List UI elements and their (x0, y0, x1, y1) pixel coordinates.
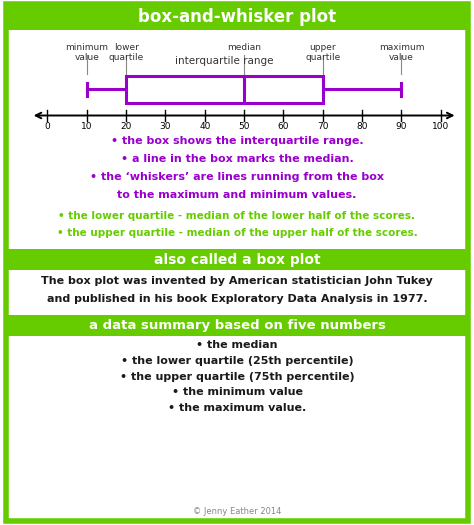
Bar (6, 249, 468, 270)
Text: • a line in the box marks the median.: • a line in the box marks the median. (120, 154, 354, 164)
Text: 50: 50 (238, 122, 250, 131)
Text: • the maximum value.: • the maximum value. (168, 403, 306, 413)
Text: and published in his book Exploratory Data Analysis in 1977.: and published in his book Exploratory Da… (46, 294, 428, 304)
Text: box-and-whisker plot: box-and-whisker plot (138, 8, 336, 26)
Text: • the box shows the interquartile range.: • the box shows the interquartile range. (111, 136, 363, 146)
Text: 100: 100 (432, 122, 449, 131)
Text: 0: 0 (45, 122, 50, 131)
Text: • the median: • the median (196, 340, 278, 350)
Text: minimum
value: minimum value (65, 43, 108, 62)
Text: 40: 40 (199, 122, 210, 131)
Text: also called a box plot: also called a box plot (154, 253, 320, 267)
Text: to the maximum and minimum values.: to the maximum and minimum values. (117, 190, 357, 200)
Text: 90: 90 (396, 122, 407, 131)
Text: • the lower quartile (25th percentile): • the lower quartile (25th percentile) (121, 356, 353, 366)
Text: lower
quartile: lower quartile (109, 43, 144, 62)
Text: 20: 20 (120, 122, 132, 131)
Text: 60: 60 (278, 122, 289, 131)
Text: • the upper quartile (75th percentile): • the upper quartile (75th percentile) (120, 372, 354, 382)
Text: a data summary based on five numbers: a data summary based on five numbers (89, 319, 385, 332)
Text: • the minimum value: • the minimum value (172, 387, 302, 397)
Text: 30: 30 (160, 122, 171, 131)
Text: 80: 80 (356, 122, 368, 131)
Text: • the ‘whiskers’ are lines running from the box: • the ‘whiskers’ are lines running from … (90, 172, 384, 182)
Text: © Jenny Eather 2014: © Jenny Eather 2014 (193, 507, 281, 516)
Bar (6, 3, 468, 30)
Text: median: median (227, 43, 261, 52)
Bar (6, 315, 468, 336)
Text: maximum
value: maximum value (379, 43, 424, 62)
Text: • the lower quartile - median of the lower half of the scores.: • the lower quartile - median of the low… (58, 211, 416, 220)
Text: upper
quartile: upper quartile (305, 43, 340, 62)
Text: interquartile range: interquartile range (175, 56, 273, 66)
Text: 70: 70 (317, 122, 328, 131)
Text: 10: 10 (81, 122, 92, 131)
Text: The box plot was invented by American statistician John Tukey: The box plot was invented by American st… (41, 276, 433, 286)
Bar (126, 76, 323, 103)
Text: • the upper quartile - median of the upper half of the scores.: • the upper quartile - median of the upp… (56, 228, 418, 238)
